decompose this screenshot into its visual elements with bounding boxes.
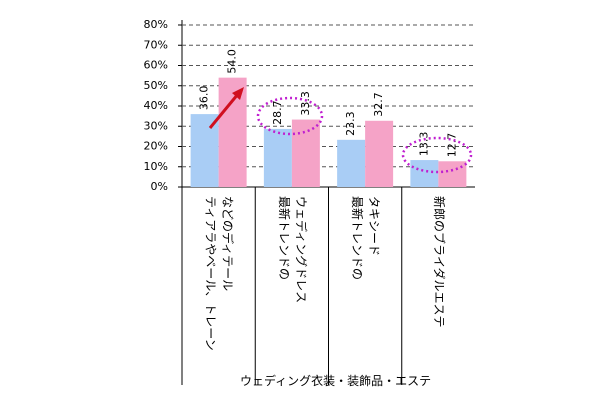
x-tick-label: 新郎のブライダルエステ xyxy=(431,196,446,328)
bar xyxy=(365,120,394,187)
bar xyxy=(218,77,247,187)
annotation-arrow-head xyxy=(232,87,244,100)
annotation-ellipse xyxy=(256,96,324,136)
bar xyxy=(263,128,292,187)
y-tick-label: 50% xyxy=(144,79,168,92)
x-axis-label: ウェディング衣装・装飾品・エステ xyxy=(240,374,432,388)
bar xyxy=(291,119,320,187)
value-label: 12.7 xyxy=(445,133,458,158)
y-tick-label: 60% xyxy=(144,59,168,72)
bar xyxy=(337,139,366,187)
value-label: 32.7 xyxy=(372,92,385,117)
x-tick-label: 最新トレンドの ウェディングドレス xyxy=(276,196,308,304)
annotation-ellipse xyxy=(401,136,473,174)
y-tick-label: 70% xyxy=(144,38,168,51)
annotation-arrow xyxy=(208,93,240,129)
value-label: 36.0 xyxy=(198,86,211,111)
y-tick-label: 10% xyxy=(144,160,168,173)
value-label: 28.7 xyxy=(271,100,284,125)
bar xyxy=(438,161,467,187)
bar xyxy=(190,114,219,187)
y-tick-label: 30% xyxy=(144,119,168,132)
y-tick-label: 20% xyxy=(144,140,168,153)
y-tick-label: 80% xyxy=(144,18,168,31)
x-tick-label: ティアラやベール、トレーン などのディテール xyxy=(203,196,235,351)
x-tick-label: 最新トレンドの タキシード xyxy=(350,196,382,281)
bar xyxy=(410,160,439,187)
value-label: 33.3 xyxy=(299,91,312,116)
y-tick-label: 40% xyxy=(144,99,168,112)
value-label: 54.0 xyxy=(226,49,239,74)
value-label: 13.3 xyxy=(417,132,430,157)
y-tick-label: 0% xyxy=(151,180,168,193)
value-label: 23.3 xyxy=(344,111,357,136)
